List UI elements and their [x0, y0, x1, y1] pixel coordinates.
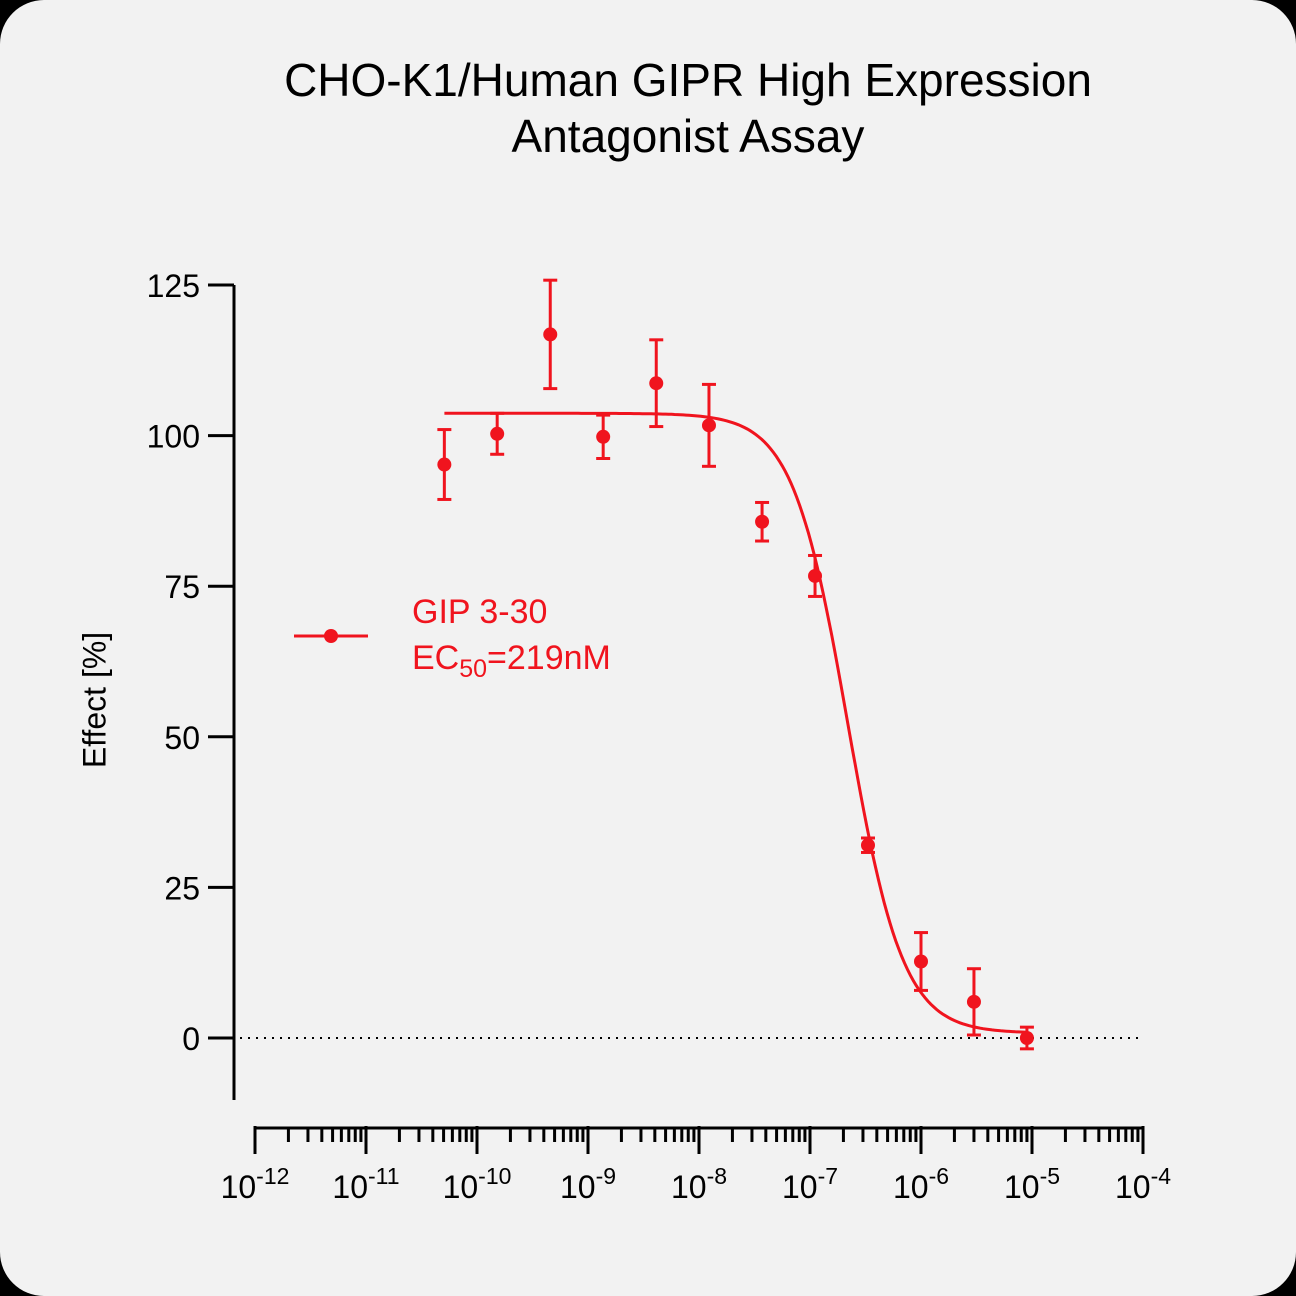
y-tick-label: 25: [164, 870, 200, 906]
x-tick-label: 10-4: [1115, 1163, 1171, 1205]
data-point: [437, 457, 452, 472]
x-tick-label: 10-5: [1004, 1163, 1060, 1205]
data-point: [543, 327, 558, 342]
x-tick-label: 10-6: [893, 1163, 949, 1205]
data-point: [596, 429, 611, 444]
y-tick-label: 125: [147, 268, 200, 304]
x-tick-label: 10-9: [560, 1163, 616, 1205]
data-point: [1019, 1031, 1034, 1045]
legend-ec-prefix: EC: [412, 639, 460, 677]
y-tick-label: 100: [147, 419, 200, 455]
fit-curve: [444, 411, 1028, 1034]
data-point: [914, 954, 928, 969]
y-tick-label: 0: [182, 1021, 200, 1057]
data-point: [755, 514, 770, 529]
legend-ec-subscript: 50: [459, 655, 488, 683]
x-tick-label: 10-11: [332, 1163, 399, 1205]
chart-title: CHO-K1/Human GIPR High Expression: [284, 54, 1092, 106]
data-point: [966, 994, 981, 1009]
legend-ec50-label: EC50=219nM: [412, 638, 611, 689]
data-point: [649, 376, 664, 391]
x-tick-label: 10-10: [443, 1163, 512, 1205]
legend-marker: [324, 629, 338, 643]
legend-series-name: GIP 3-30: [412, 593, 548, 631]
legend-ec-value: =219nM: [487, 639, 611, 677]
y-tick-label: 50: [164, 720, 200, 756]
data-point: [490, 426, 505, 441]
data-point: [808, 568, 823, 583]
x-tick-label: 10-8: [671, 1163, 727, 1205]
y-tick-label: 75: [164, 569, 200, 605]
x-tick-label: 10-12: [221, 1163, 290, 1205]
chart-subtitle: Antagonist Assay: [511, 110, 865, 162]
x-tick-label: 10-7: [782, 1163, 838, 1205]
data-point: [701, 418, 716, 433]
data-point: [860, 838, 875, 853]
